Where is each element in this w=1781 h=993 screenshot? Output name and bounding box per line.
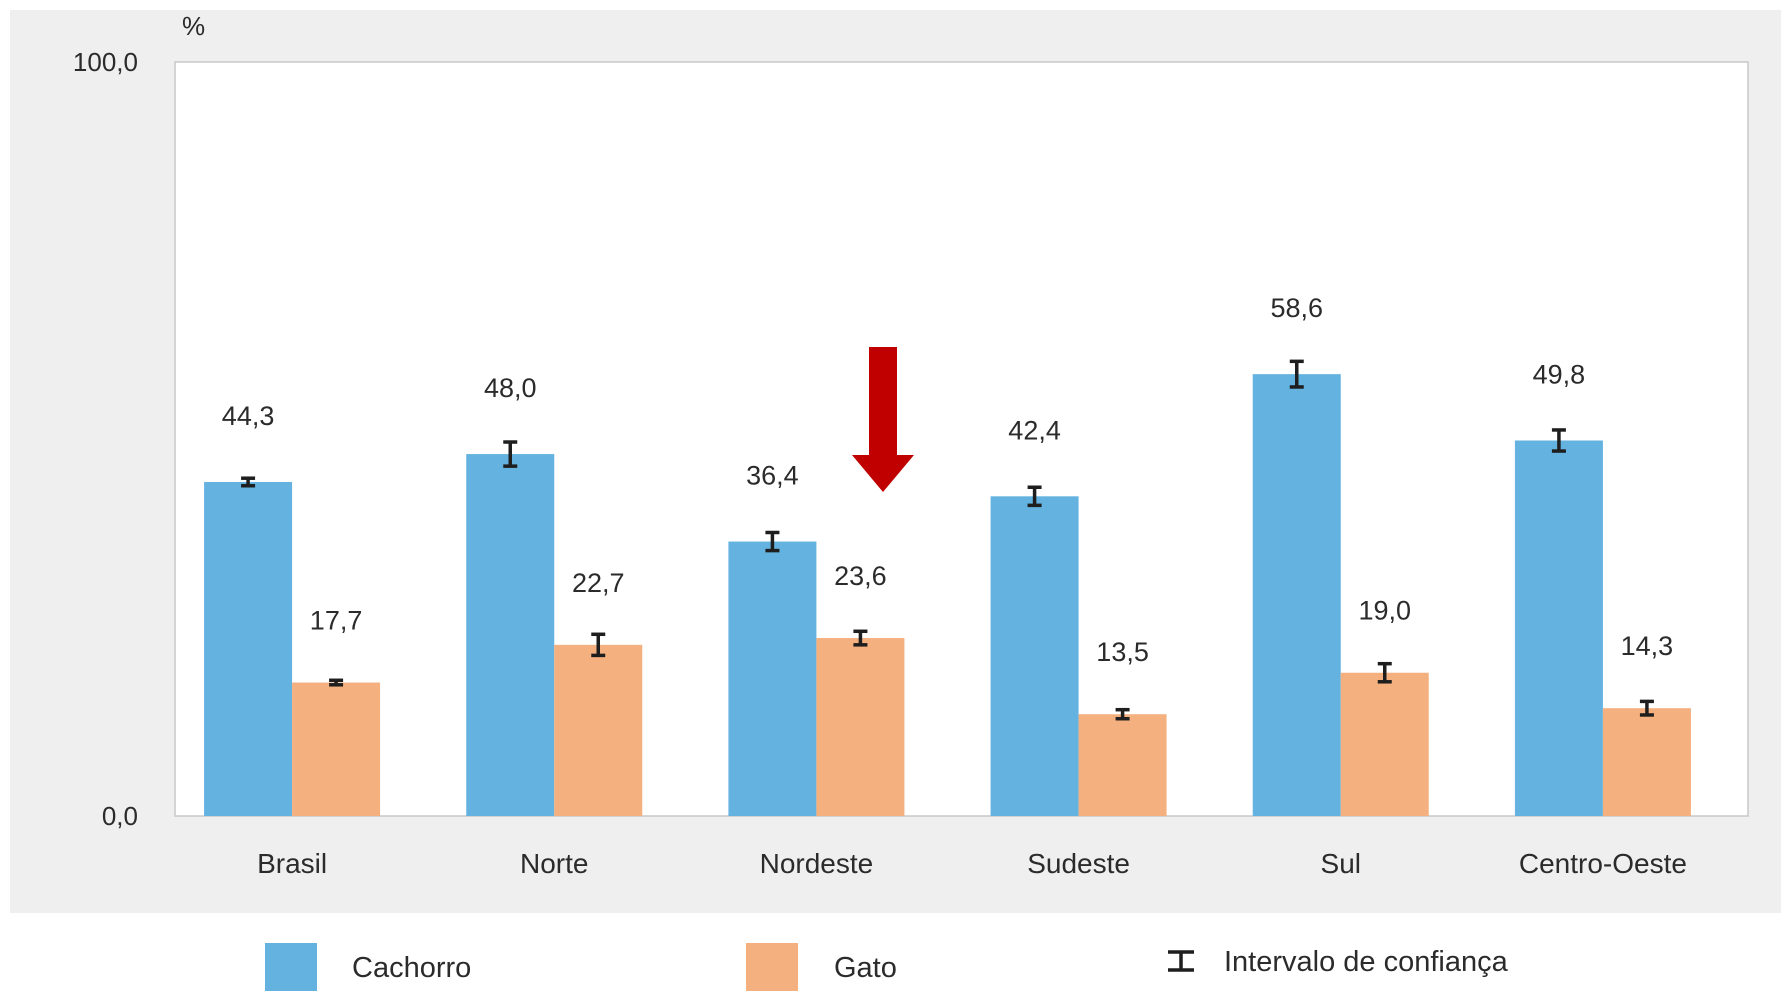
bar-gato xyxy=(1078,714,1167,816)
error-bar xyxy=(591,632,606,658)
data-label: 23,6 xyxy=(834,561,887,591)
data-label: 44,3 xyxy=(222,401,275,431)
bar-cachorro xyxy=(990,496,1079,816)
arrow-head xyxy=(852,455,914,492)
data-label: 49,8 xyxy=(1533,360,1586,390)
legend-label-cachorro: Cachorro xyxy=(352,952,471,984)
arrow-shaft xyxy=(869,347,897,455)
data-label: 58,6 xyxy=(1270,293,1323,323)
plot-area xyxy=(174,61,1749,817)
bar-cachorro xyxy=(1514,440,1603,816)
bar-cachorro xyxy=(728,541,817,816)
bar-cachorro xyxy=(466,454,555,816)
bar-cachorro xyxy=(204,481,293,816)
legend: Cachorro Gato Intervalo de confiança xyxy=(265,943,1509,991)
x-category-label: Norte xyxy=(520,848,588,879)
data-label: 17,7 xyxy=(310,606,363,636)
error-bar xyxy=(1115,707,1130,721)
y-tick-label: 100,0 xyxy=(73,47,138,77)
error-bar xyxy=(241,476,256,488)
legend-label-gato: Gato xyxy=(834,952,897,984)
bar-gato xyxy=(292,682,381,816)
y-axis: 0,0 100,0 xyxy=(73,47,138,831)
data-labels-group: 44,3 17,7 48,0 22,7 36,4 23,6 42,4 13,5 58,6 19,0… xyxy=(222,293,1673,667)
error-bar xyxy=(1551,428,1566,453)
error-bar xyxy=(503,440,518,468)
x-category-label: Centro-Oeste xyxy=(1519,848,1687,879)
bars-group xyxy=(204,374,1691,816)
x-category-label: Brasil xyxy=(257,848,327,879)
data-label: 13,5 xyxy=(1096,637,1149,667)
error-bar xyxy=(329,678,344,687)
data-label: 48,0 xyxy=(484,373,537,403)
legend-label-confidence-interval: Intervalo de confiança xyxy=(1224,946,1509,978)
x-category-label: Sul xyxy=(1321,848,1361,879)
data-label: 14,3 xyxy=(1621,631,1674,661)
error-bar xyxy=(1289,359,1304,389)
error-bar xyxy=(1377,661,1392,684)
x-category-label: Nordeste xyxy=(760,848,874,879)
confidence-interval-icon xyxy=(1168,950,1194,972)
bar-gato xyxy=(816,638,905,816)
bar-cachorro xyxy=(1252,374,1341,816)
legend-swatch-gato xyxy=(746,943,798,991)
y-unit-label: % xyxy=(182,11,205,41)
data-label: 42,4 xyxy=(1008,415,1061,445)
x-category-label: Sudeste xyxy=(1027,848,1130,879)
annotation-arrow xyxy=(852,347,914,492)
data-label: 36,4 xyxy=(746,461,799,491)
bar-gato xyxy=(1340,672,1429,816)
error-bar xyxy=(853,629,868,647)
bar-gato xyxy=(554,644,643,816)
legend-swatch-cachorro xyxy=(265,943,317,991)
error-bar xyxy=(1027,485,1042,508)
error-bars-group xyxy=(241,359,1654,721)
error-bar xyxy=(765,530,780,553)
error-bar xyxy=(1639,699,1654,717)
bar-gato xyxy=(1602,708,1691,816)
data-label: 22,7 xyxy=(572,568,625,598)
data-label: 19,0 xyxy=(1358,596,1411,626)
x-axis-category-labels: Brasil Norte Nordeste Sudeste Sul Centro-Oest… xyxy=(257,848,1687,879)
y-tick-label: 0,0 xyxy=(102,801,138,831)
